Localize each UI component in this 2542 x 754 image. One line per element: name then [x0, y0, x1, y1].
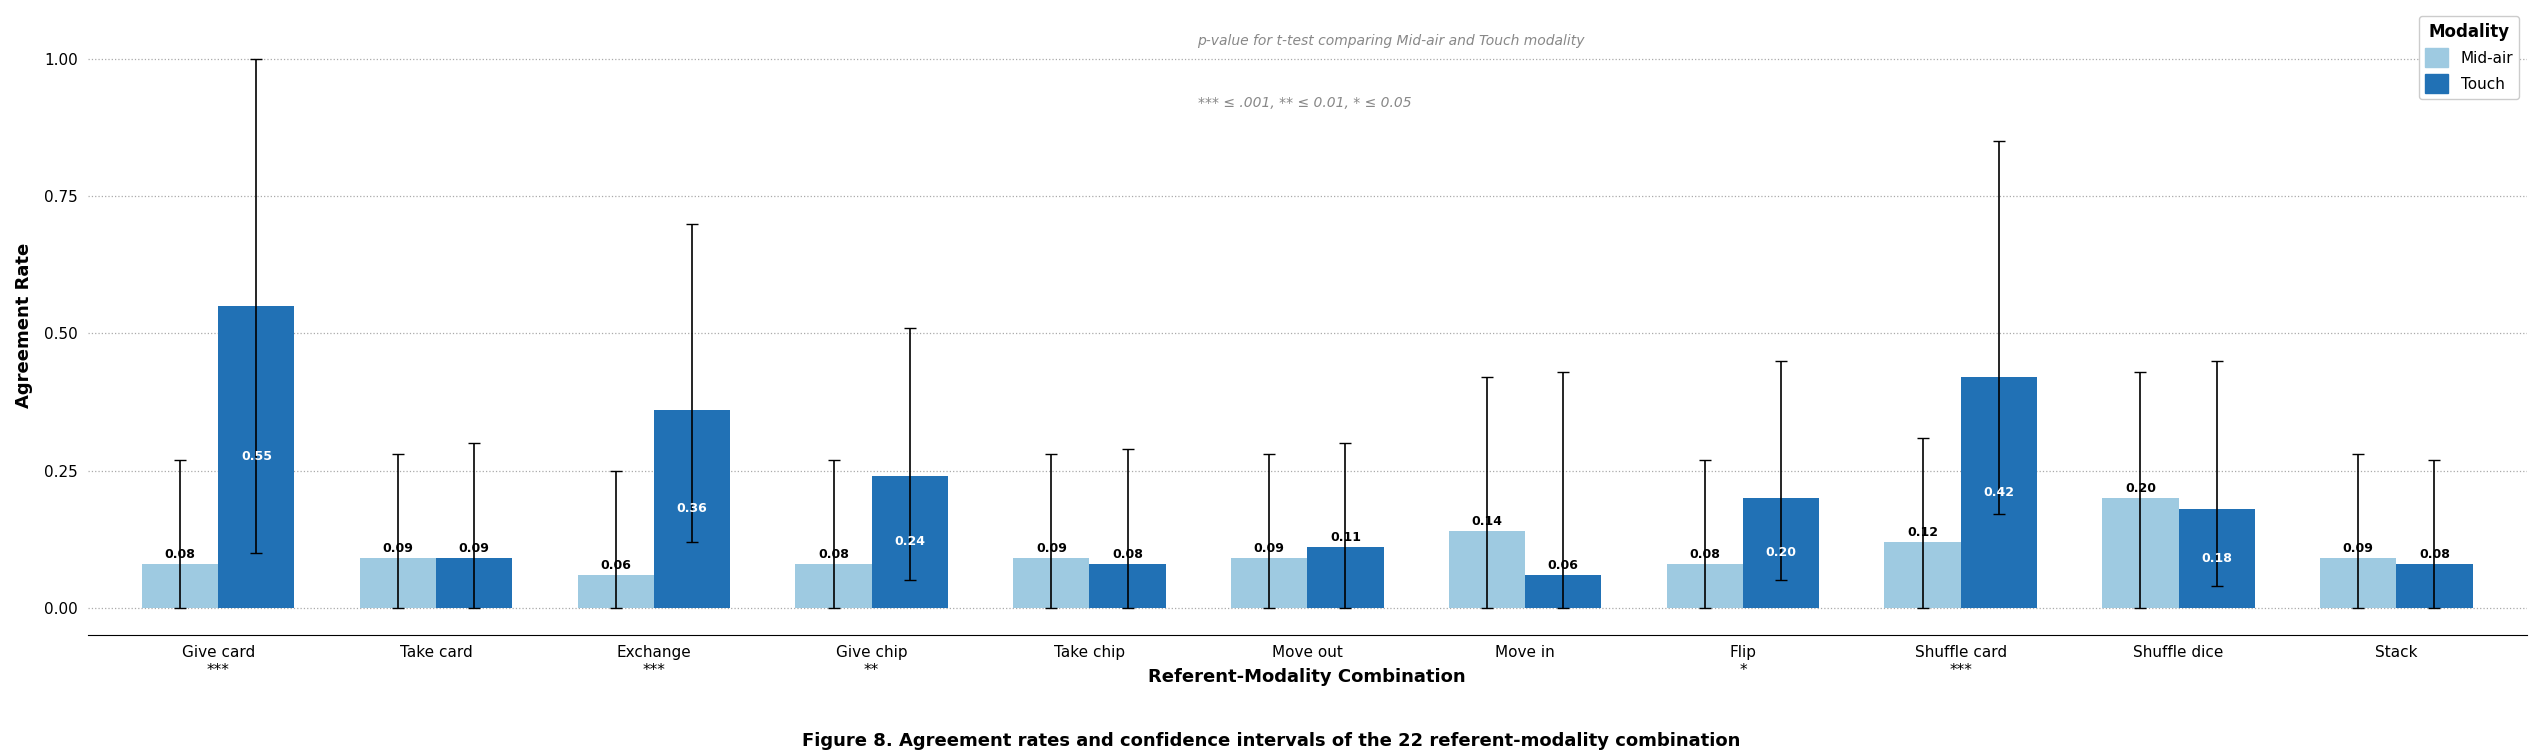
Text: Figure 8. Agreement rates and confidence intervals of the 22 referent-modality c: Figure 8. Agreement rates and confidence… — [801, 732, 1741, 750]
Bar — [2397, 564, 2473, 608]
Text: 0.09: 0.09 — [381, 542, 414, 555]
Text: 0.20: 0.20 — [2125, 482, 2156, 495]
Text: 0.55: 0.55 — [241, 450, 272, 463]
Text: 0.11: 0.11 — [1329, 531, 1360, 544]
Bar — [1449, 531, 1525, 608]
Text: 0.09: 0.09 — [1037, 542, 1068, 555]
Text: 0.36: 0.36 — [676, 502, 707, 516]
Bar — [796, 564, 872, 608]
Y-axis label: Agreement Rate: Agreement Rate — [15, 243, 33, 408]
Bar — [1230, 558, 1307, 608]
Text: 0.08: 0.08 — [1113, 547, 1144, 560]
Bar — [219, 306, 295, 608]
Bar — [577, 575, 653, 608]
Bar — [1525, 575, 1601, 608]
Bar — [142, 564, 219, 608]
Text: 0.18: 0.18 — [2201, 552, 2232, 565]
Bar — [361, 558, 437, 608]
Bar — [2321, 558, 2397, 608]
Bar — [653, 410, 730, 608]
Text: 0.42: 0.42 — [1983, 486, 2013, 499]
Bar — [2178, 509, 2255, 608]
Text: ***: *** — [643, 663, 666, 678]
Bar — [1307, 547, 1383, 608]
Bar — [1960, 377, 2036, 608]
Text: 0.20: 0.20 — [1767, 547, 1797, 559]
Bar — [1744, 498, 1820, 608]
Text: ***: *** — [1950, 663, 1973, 678]
Text: 0.06: 0.06 — [1548, 559, 1579, 572]
Text: *** ≤ .001, ** ≤ 0.01, * ≤ 0.05: *** ≤ .001, ** ≤ 0.01, * ≤ 0.05 — [1197, 96, 1411, 109]
Text: ***: *** — [206, 663, 229, 678]
Bar — [1014, 558, 1091, 608]
Text: 0.14: 0.14 — [1472, 514, 1502, 528]
Text: 0.06: 0.06 — [600, 559, 630, 572]
Text: 0.09: 0.09 — [458, 542, 491, 555]
Bar — [437, 558, 513, 608]
Bar — [1884, 542, 1960, 608]
X-axis label: Referent-Modality Combination: Referent-Modality Combination — [1149, 668, 1467, 686]
Text: 0.08: 0.08 — [165, 547, 196, 560]
Bar — [2102, 498, 2178, 608]
Text: *: * — [1739, 663, 1746, 678]
Text: 0.09: 0.09 — [1253, 542, 1284, 555]
Text: **: ** — [864, 663, 880, 678]
Bar — [1668, 564, 1744, 608]
Text: 0.09: 0.09 — [2344, 542, 2374, 555]
Text: 0.08: 0.08 — [2420, 547, 2450, 560]
Text: 0.12: 0.12 — [1906, 526, 1937, 538]
Text: 0.08: 0.08 — [1690, 547, 1721, 560]
Bar — [872, 476, 948, 608]
Text: 0.08: 0.08 — [819, 547, 849, 560]
Legend: Mid-air, Touch: Mid-air, Touch — [2420, 17, 2519, 100]
Text: p-value for t-test comparing Mid-air and Touch modality: p-value for t-test comparing Mid-air and… — [1197, 34, 1586, 48]
Text: 0.24: 0.24 — [895, 535, 925, 548]
Bar — [1091, 564, 1167, 608]
